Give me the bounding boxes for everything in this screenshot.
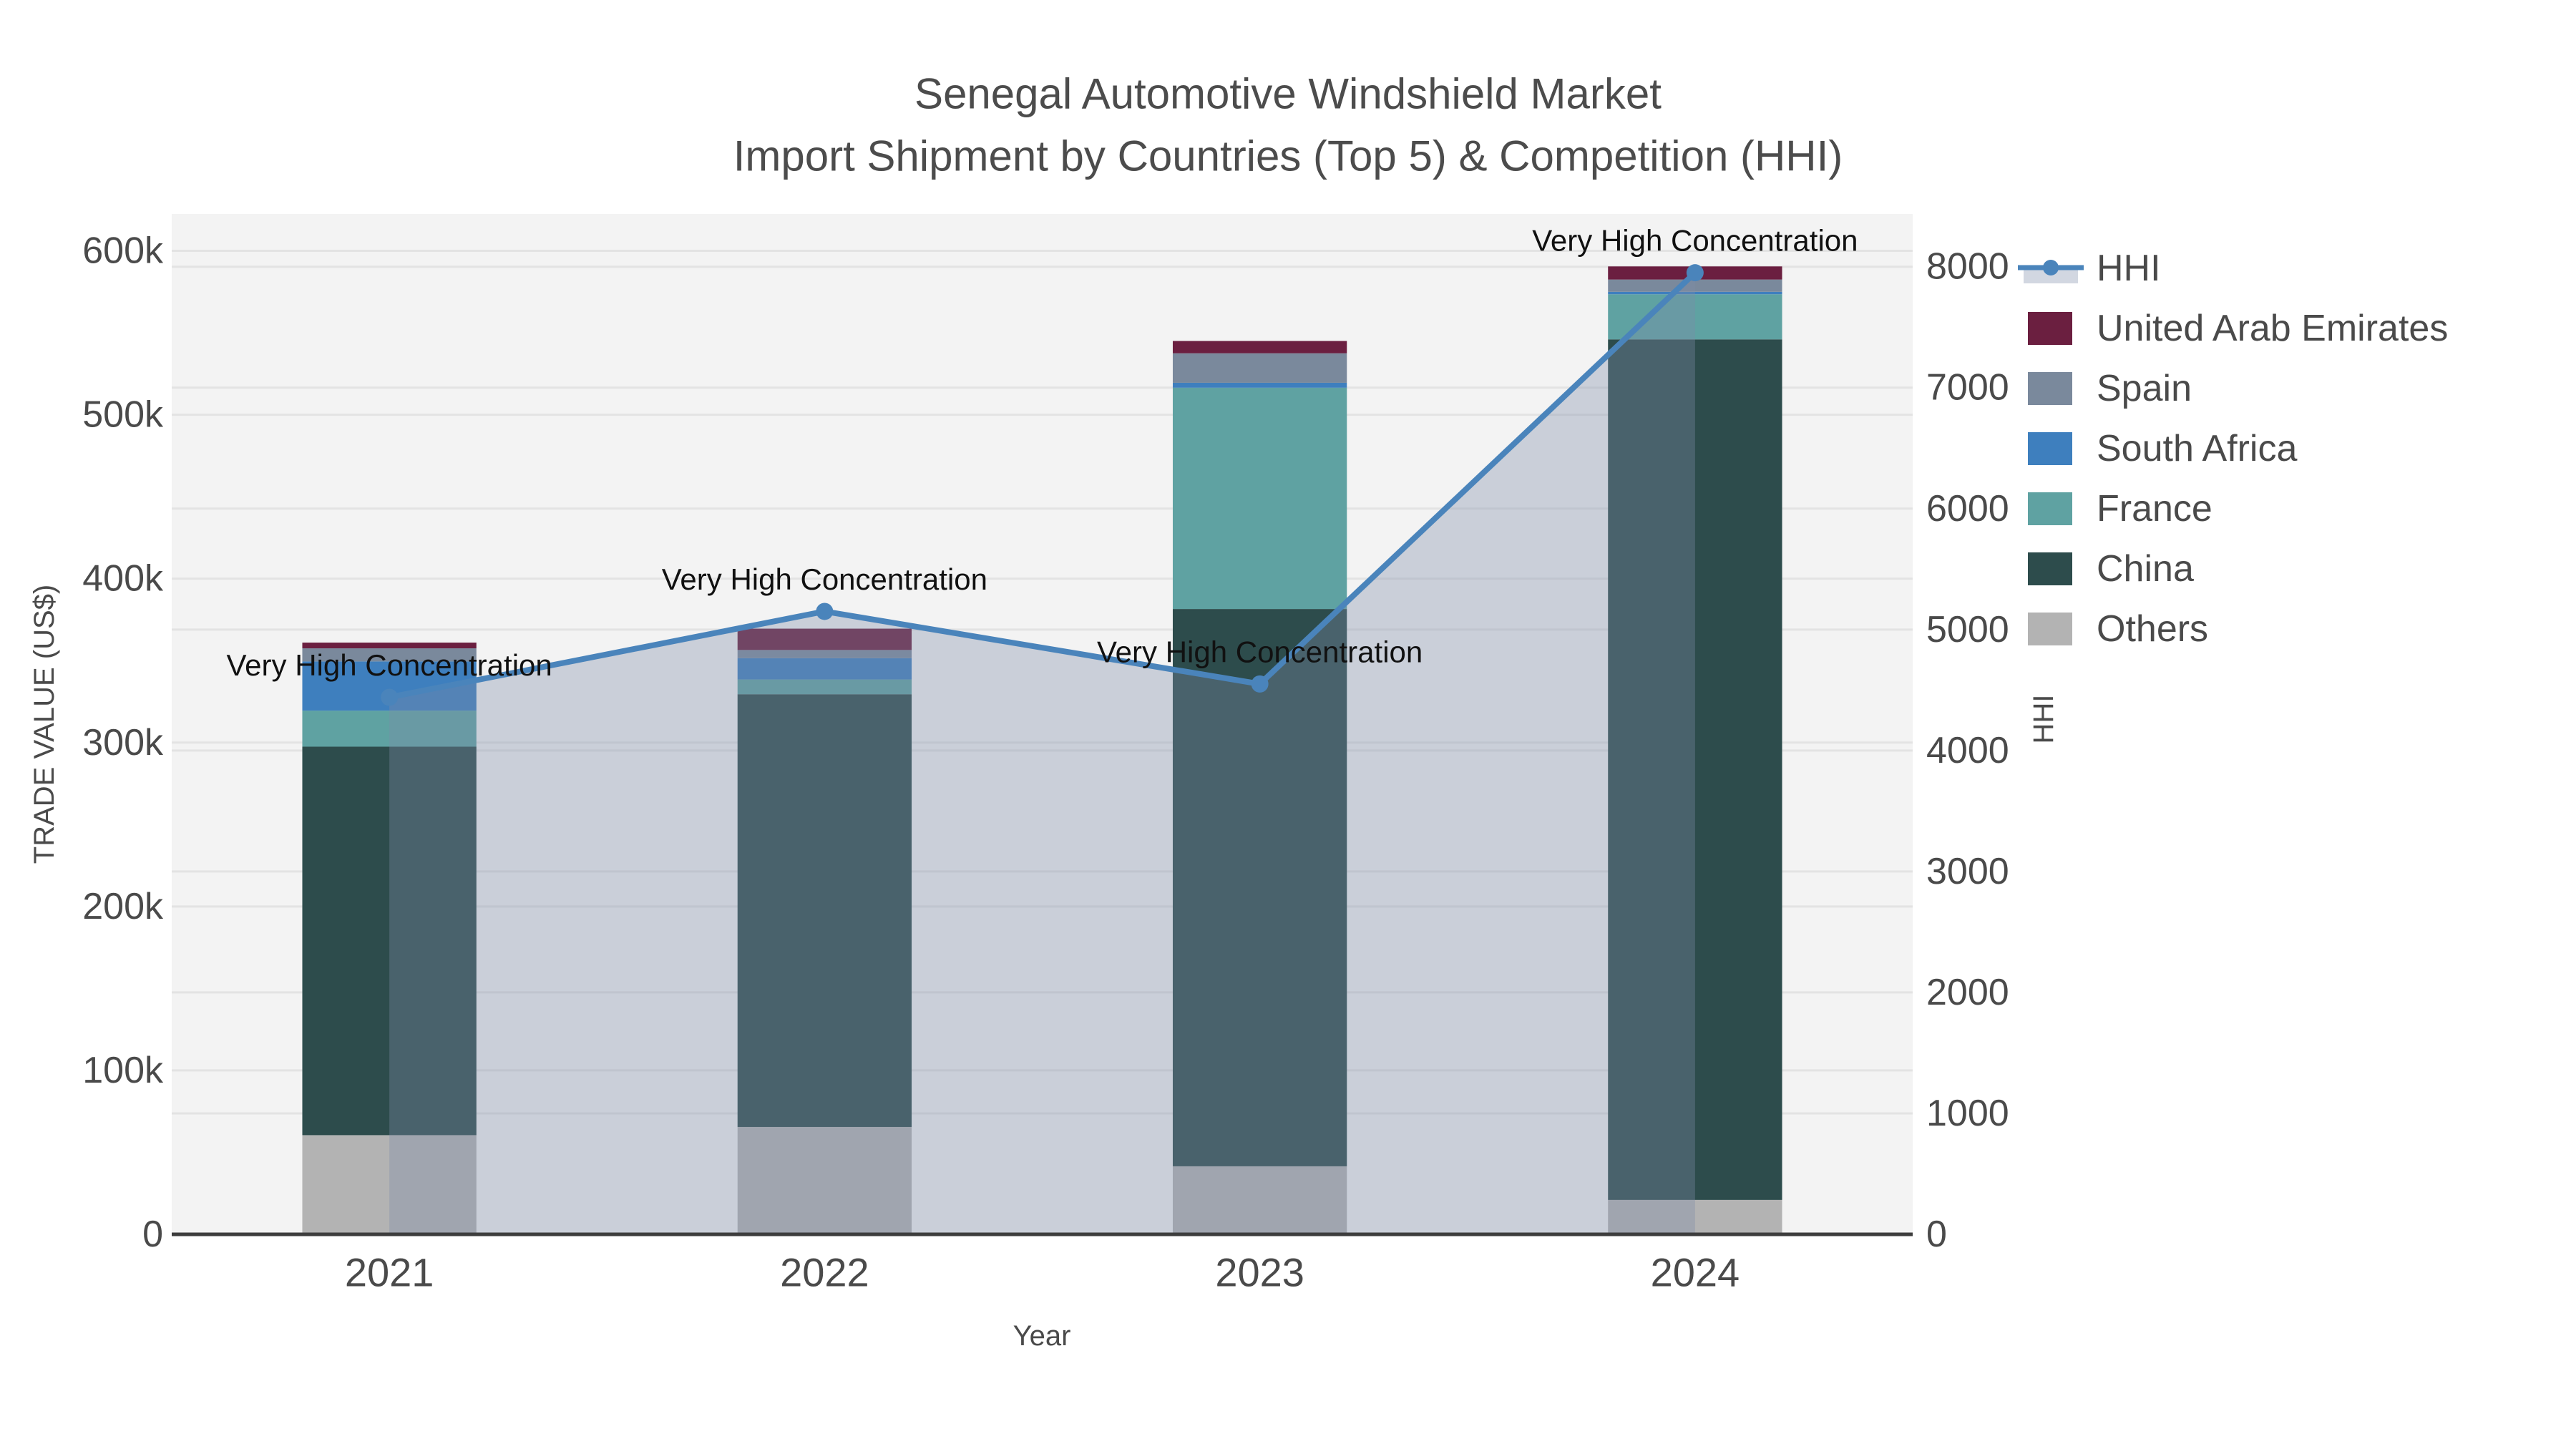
y-tick-label-right: 0 bbox=[1926, 1214, 1947, 1255]
y-tick-label-left: 500k bbox=[82, 394, 164, 436]
y-tick-label-right: 3000 bbox=[1926, 851, 2009, 892]
y-tick-label-right: 6000 bbox=[1926, 488, 2009, 530]
hhi-marker-2022 bbox=[816, 602, 834, 620]
bar-segment-united-arab-emirates-2021 bbox=[302, 643, 477, 649]
legend-item-spain[interactable]: Spain bbox=[2028, 368, 2192, 409]
bar-segment-france-2024 bbox=[1608, 294, 1782, 340]
y-tick-label-right: 4000 bbox=[1926, 730, 2009, 771]
legend-item-hhi[interactable]: HHI bbox=[2018, 248, 2161, 289]
y-tick-label-right: 7000 bbox=[1926, 367, 2009, 409]
bar-segment-china-2024 bbox=[1608, 339, 1782, 1200]
legend-item-others[interactable]: Others bbox=[2028, 608, 2208, 650]
legend-item-france[interactable]: France bbox=[2028, 488, 2212, 530]
legend-swatch-spain bbox=[2028, 372, 2072, 405]
hhi-line bbox=[389, 270, 1697, 701]
y-tick-label-right: 2000 bbox=[1926, 972, 2009, 1013]
hhi-marker-2023 bbox=[1251, 675, 1269, 693]
bar-segment-south-africa-2024 bbox=[1608, 291, 1782, 295]
bar-segment-spain-2022 bbox=[737, 650, 912, 658]
hhi-area-fill bbox=[389, 273, 1695, 1234]
bar-segment-south-africa-2022 bbox=[737, 658, 912, 680]
bar-segment-others-2022 bbox=[737, 1126, 912, 1234]
legend-label-spain: Spain bbox=[2097, 368, 2192, 409]
x-tick-label-2022: 2022 bbox=[780, 1250, 869, 1295]
legend-item-south-africa[interactable]: South Africa bbox=[2028, 428, 2297, 469]
x-tick-label-2021: 2021 bbox=[345, 1250, 434, 1295]
x-tick-label-2023: 2023 bbox=[1215, 1250, 1304, 1295]
bar-segment-others-2021 bbox=[302, 1135, 477, 1234]
bar-segment-china-2023 bbox=[1172, 609, 1347, 1166]
x-tick-label-2024: 2024 bbox=[1651, 1250, 1740, 1295]
legend-label-united-arab-emirates: United Arab Emirates bbox=[2097, 308, 2448, 349]
legend-item-united-arab-emirates[interactable]: United Arab Emirates bbox=[2028, 308, 2448, 349]
legend-item-china[interactable]: China bbox=[2028, 548, 2194, 590]
x-axis-title: Year bbox=[1013, 1320, 1071, 1352]
chart-title-line2: Import Shipment by Countries (Top 5) & C… bbox=[733, 132, 1843, 180]
y-tick-label-left: 600k bbox=[82, 230, 164, 272]
bar-segment-spain-2024 bbox=[1608, 279, 1782, 292]
y-tick-label-left: 300k bbox=[82, 722, 164, 763]
annotation-2021: Very High Concentration bbox=[226, 648, 552, 682]
legend-swatch-others bbox=[2028, 613, 2072, 645]
bar-segment-france-2021 bbox=[302, 711, 477, 747]
legend-swatch-france bbox=[2028, 492, 2072, 525]
bar-segment-spain-2023 bbox=[1172, 353, 1347, 383]
legend-label-others: Others bbox=[2097, 608, 2208, 650]
y-tick-label-right: 8000 bbox=[1926, 246, 2009, 288]
bar-2021 bbox=[302, 643, 477, 1234]
bar-segment-united-arab-emirates-2022 bbox=[737, 628, 912, 650]
annotation-2022: Very High Concentration bbox=[662, 562, 987, 596]
bar-2023 bbox=[1172, 341, 1347, 1234]
legend-label-south-africa: South Africa bbox=[2097, 428, 2297, 469]
bar-segment-china-2022 bbox=[737, 694, 912, 1127]
y-axis-title-left: TRADE VALUE (US$) bbox=[29, 585, 60, 864]
bar-segment-south-africa-2023 bbox=[1172, 382, 1347, 388]
y-tick-label-left: 200k bbox=[82, 886, 164, 927]
bar-segment-united-arab-emirates-2023 bbox=[1172, 341, 1347, 353]
bar-segment-france-2023 bbox=[1172, 387, 1347, 610]
bar-2022 bbox=[737, 628, 912, 1234]
annotation-2023: Very High Concentration bbox=[1097, 635, 1423, 668]
legend-swatch-south-africa bbox=[2028, 432, 2072, 465]
y-tick-label-left: 400k bbox=[82, 558, 164, 600]
bar-segment-others-2024 bbox=[1608, 1199, 1782, 1234]
y-tick-label-right: 1000 bbox=[1926, 1093, 2009, 1134]
y-tick-label-left: 100k bbox=[82, 1050, 164, 1091]
legend-hhi-marker bbox=[2043, 260, 2059, 275]
hhi-marker-2021 bbox=[381, 688, 399, 706]
annotation-2024: Very High Concentration bbox=[1532, 224, 1858, 258]
y-tick-label-right: 5000 bbox=[1926, 609, 2009, 650]
legend-label-hhi: HHI bbox=[2097, 248, 2161, 289]
bar-segment-spain-2021 bbox=[302, 648, 477, 662]
legend-swatch-united-arab-emirates bbox=[2028, 312, 2072, 345]
legend-label-china: China bbox=[2097, 548, 2194, 590]
y-axis-title-right: HHI bbox=[2028, 695, 2059, 744]
bar-segment-china-2021 bbox=[302, 746, 477, 1136]
legend-label-france: France bbox=[2097, 488, 2212, 530]
bar-segment-france-2022 bbox=[737, 679, 912, 695]
y-tick-label-left: 0 bbox=[142, 1214, 163, 1255]
hhi-marker-2024 bbox=[1686, 264, 1704, 282]
legend-swatch-china bbox=[2028, 552, 2072, 585]
chart-title-line1: Senegal Automotive Windshield Market bbox=[914, 70, 1662, 118]
bar-segment-others-2023 bbox=[1172, 1166, 1347, 1234]
